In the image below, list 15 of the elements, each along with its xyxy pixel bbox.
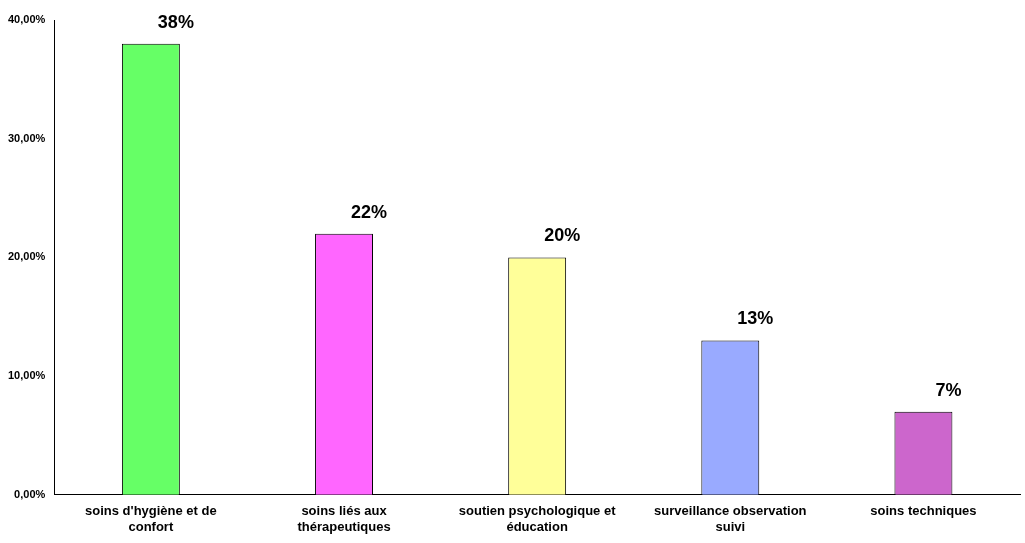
y-tick-label: 10,00% [8, 369, 46, 382]
x-tick-label: soins techniques [870, 503, 977, 519]
x-tick-label: surveillance observation suivi [654, 503, 807, 534]
y-tick-label: 0,00% [14, 487, 46, 500]
data-label: 7% [935, 379, 962, 400]
data-label: 22% [351, 201, 388, 222]
data-label: 20% [544, 225, 581, 246]
y-tick-label: 40,00% [8, 13, 46, 26]
data-label: 13% [737, 308, 774, 329]
y-tick-label: 30,00% [8, 131, 46, 144]
x-tick-label: soins d'hygiène et de confort [85, 503, 217, 534]
x-tick-label: soins liés aux thérapeutiques [297, 503, 391, 534]
data-label: 38% [157, 11, 194, 32]
x-tick-label: soutien psychologique et éducation [458, 503, 617, 534]
y-tick-label: 20,00% [8, 250, 46, 263]
